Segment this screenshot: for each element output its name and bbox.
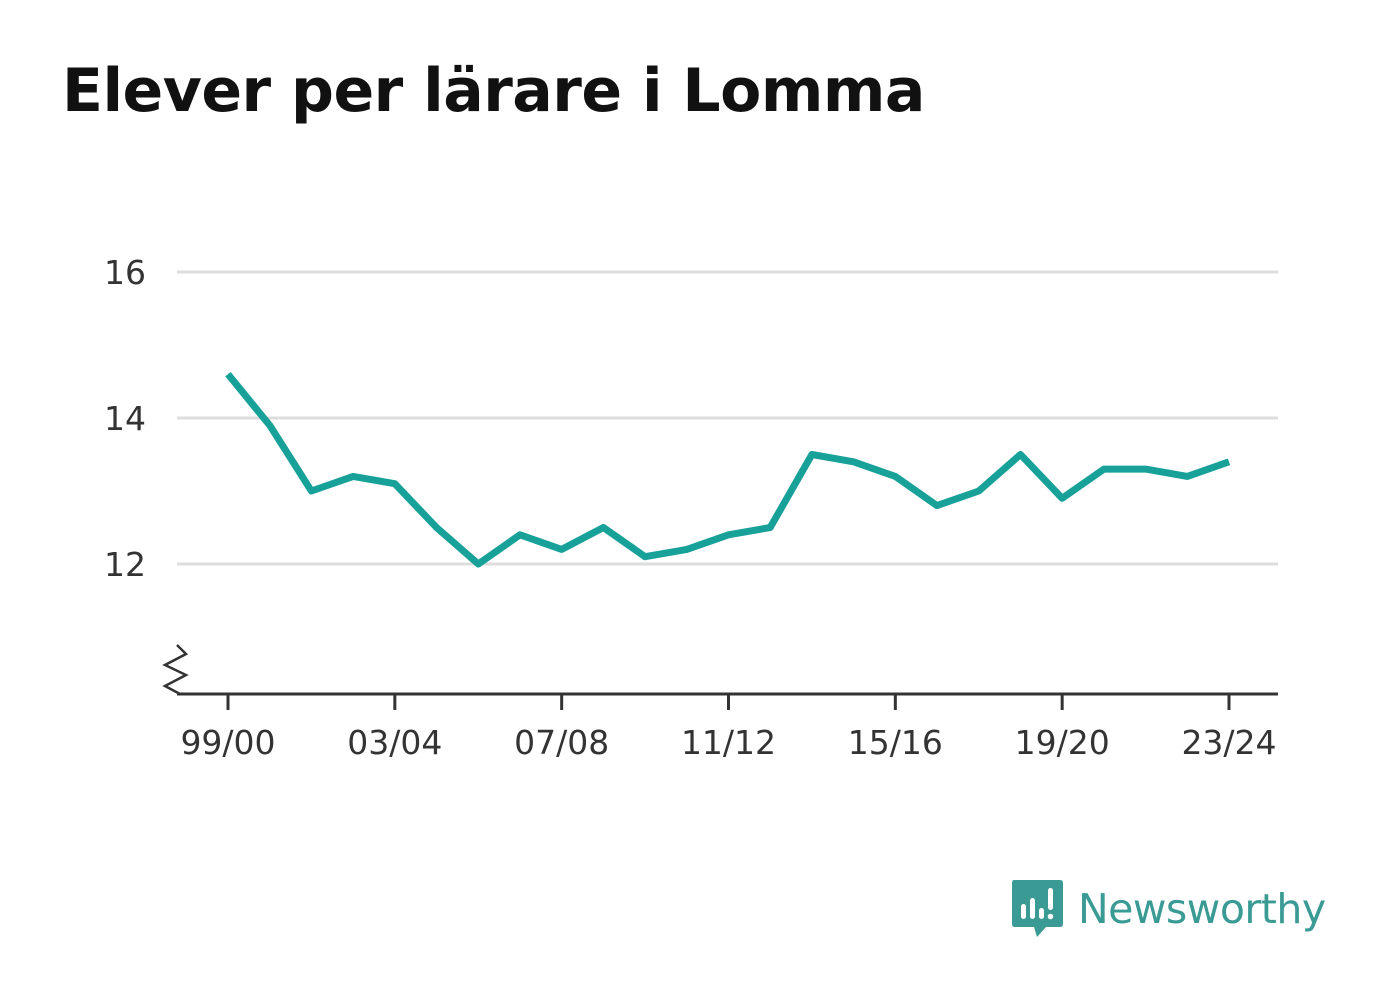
- x-tick-label-23/24: 23/24: [1181, 723, 1276, 762]
- x-axis-ticks: [226, 694, 1231, 710]
- newsworthy-logo: Newsworthy: [1010, 878, 1326, 940]
- y-axis-break-icon: [162, 644, 189, 696]
- x-axis: [162, 644, 1278, 696]
- y-tick-label-12: 12: [104, 545, 146, 584]
- x-tick-label-15/16: 15/16: [848, 723, 943, 762]
- y-axis-tick-labels: 12 14 16: [104, 253, 146, 584]
- series-line-0: [225, 371, 1231, 568]
- logo-text: Newsworthy: [1078, 885, 1326, 933]
- series-group: [225, 371, 1231, 568]
- newsworthy-chat-bars-icon: [1012, 880, 1063, 937]
- x-axis-tick-labels: 99/00 03/04 07/08 11/12 15/16 19/20 23/24: [180, 723, 1276, 762]
- y-tick-label-14: 14: [104, 399, 146, 438]
- x-tick-label-03/04: 03/04: [347, 723, 442, 762]
- chart-title: Elever per lärare i Lomma: [62, 56, 925, 126]
- x-tick-label-07/08: 07/08: [514, 723, 609, 762]
- x-tick-label-11/12: 11/12: [681, 723, 776, 762]
- y-tick-label-16: 16: [104, 253, 146, 292]
- x-tick-label-99/00: 99/00: [180, 723, 275, 762]
- x-tick-label-19/20: 19/20: [1015, 723, 1110, 762]
- grid-lines: [177, 270, 1278, 566]
